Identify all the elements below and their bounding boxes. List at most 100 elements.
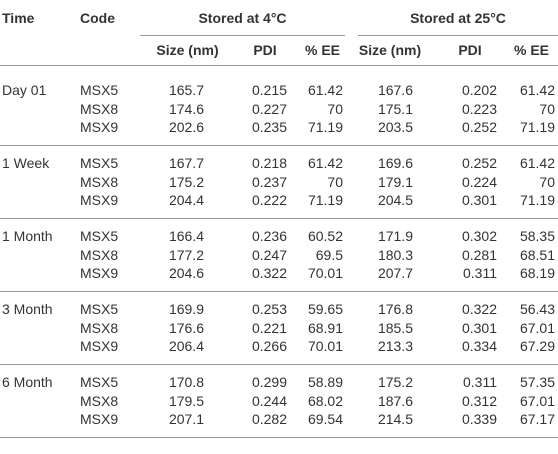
value-cell: 71.19 xyxy=(519,119,555,136)
value-cell: 0.221 xyxy=(251,319,287,336)
value-cell: 61.42 xyxy=(519,155,555,171)
value-cell: 68.51 xyxy=(519,246,555,263)
value-cell: 204.6 xyxy=(168,265,204,282)
code-cell: MSX5 xyxy=(80,228,119,244)
time-cell: 3 Month xyxy=(2,301,53,317)
value-cell: 170.8 xyxy=(168,374,204,390)
value-cell: 206.4 xyxy=(168,338,204,355)
value-cell: 67.17 xyxy=(519,411,555,428)
value-cell: 166.4 xyxy=(168,228,204,244)
value-cell: 204.5 xyxy=(377,192,413,209)
value-cell: 0.281 xyxy=(461,246,497,263)
value-cell: 176.8 xyxy=(377,301,413,317)
value-cell: 71.19 xyxy=(307,192,343,209)
value-cell: 175.2 xyxy=(168,173,204,190)
value-cell: 167.7 xyxy=(168,155,204,171)
value-cell: 174.6 xyxy=(168,100,204,117)
header-cell: Time xyxy=(2,10,35,26)
rule xyxy=(0,364,558,365)
value-cell: 57.35 xyxy=(519,374,555,390)
value-cell: 61.42 xyxy=(307,82,343,98)
time-cell: 6 Month xyxy=(2,374,53,390)
value-cell: 0.334 xyxy=(461,338,497,355)
rule xyxy=(0,291,558,292)
value-cell: 70 xyxy=(327,173,343,190)
value-cell: 0.301 xyxy=(461,319,497,336)
subheader-cell: Size (nm) xyxy=(358,42,422,58)
value-cell: 0.253 xyxy=(251,301,287,317)
code-cell: MSX9 xyxy=(80,119,119,136)
rule xyxy=(0,65,558,66)
value-cell: 0.322 xyxy=(461,301,497,317)
value-cell: 56.43 xyxy=(519,301,555,317)
value-cell: 0.223 xyxy=(461,100,497,117)
value-cell: 0.244 xyxy=(251,392,287,409)
value-cell: 0.236 xyxy=(251,228,287,244)
value-cell: 187.6 xyxy=(377,392,413,409)
value-cell: 0.266 xyxy=(251,338,287,355)
value-cell: 70.01 xyxy=(307,265,343,282)
value-cell: 169.6 xyxy=(377,155,413,171)
value-cell: 0.311 xyxy=(463,265,497,282)
subheader-cell: PDI xyxy=(458,42,482,58)
value-cell: 0.222 xyxy=(251,192,287,209)
subheader-cell: Size (nm) xyxy=(156,42,219,58)
code-cell: MSX8 xyxy=(80,100,119,117)
rule xyxy=(0,218,558,219)
code-cell: MSX5 xyxy=(80,82,119,98)
rule xyxy=(0,145,558,146)
value-cell: 179.5 xyxy=(168,392,204,409)
value-cell: 177.2 xyxy=(168,246,204,263)
value-cell: 0.215 xyxy=(251,82,287,98)
value-cell: 67.01 xyxy=(519,392,555,409)
value-cell: 176.6 xyxy=(168,319,204,336)
value-cell: 70.01 xyxy=(307,338,343,355)
value-cell: 0.322 xyxy=(251,265,287,282)
value-cell: 0.202 xyxy=(461,82,497,98)
rule xyxy=(0,437,558,438)
value-cell: 68.19 xyxy=(519,265,555,282)
time-cell: Day 01 xyxy=(2,82,47,98)
value-cell: 175.2 xyxy=(377,374,413,390)
time-cell: 1 Month xyxy=(2,228,53,244)
value-cell: 71.19 xyxy=(307,119,343,136)
subheader-cell: % EE xyxy=(513,42,549,58)
value-cell: 58.35 xyxy=(519,228,555,244)
value-cell: 70 xyxy=(539,173,555,190)
code-cell: MSX5 xyxy=(80,374,119,390)
header-group: Stored at 25°C xyxy=(410,10,506,26)
value-cell: 0.302 xyxy=(461,228,497,244)
value-cell: 70 xyxy=(539,100,555,117)
value-cell: 68.02 xyxy=(307,392,343,409)
value-cell: 0.282 xyxy=(251,411,287,428)
code-cell: MSX9 xyxy=(80,265,119,282)
value-cell: 203.5 xyxy=(377,119,413,136)
value-cell: 0.312 xyxy=(461,392,497,409)
value-cell: 0.247 xyxy=(251,246,287,263)
value-cell: 0.311 xyxy=(463,374,497,390)
value-cell: 59.65 xyxy=(307,301,343,317)
value-cell: 207.1 xyxy=(168,411,204,428)
value-cell: 0.301 xyxy=(461,192,497,209)
value-cell: 0.252 xyxy=(461,155,497,171)
subheader-cell: PDI xyxy=(253,42,277,58)
value-cell: 60.52 xyxy=(307,228,343,244)
value-cell: 0.339 xyxy=(461,411,497,428)
value-cell: 185.5 xyxy=(377,319,413,336)
value-cell: 0.224 xyxy=(461,173,497,190)
value-cell: 0.299 xyxy=(251,374,287,390)
value-cell: 0.218 xyxy=(251,155,287,171)
rule xyxy=(140,35,345,36)
value-cell: 68.91 xyxy=(307,319,343,336)
value-cell: 175.1 xyxy=(377,100,413,117)
value-cell: 67.01 xyxy=(519,319,555,336)
value-cell: 58.89 xyxy=(307,374,343,390)
value-cell: 214.5 xyxy=(377,411,413,428)
value-cell: 213.3 xyxy=(377,338,413,355)
code-cell: MSX8 xyxy=(80,173,119,190)
value-cell: 61.42 xyxy=(519,82,555,98)
code-cell: MSX5 xyxy=(80,301,119,317)
value-cell: 0.237 xyxy=(251,173,287,190)
value-cell: 70 xyxy=(327,100,343,117)
header-group: Stored at 4°C xyxy=(198,10,287,26)
